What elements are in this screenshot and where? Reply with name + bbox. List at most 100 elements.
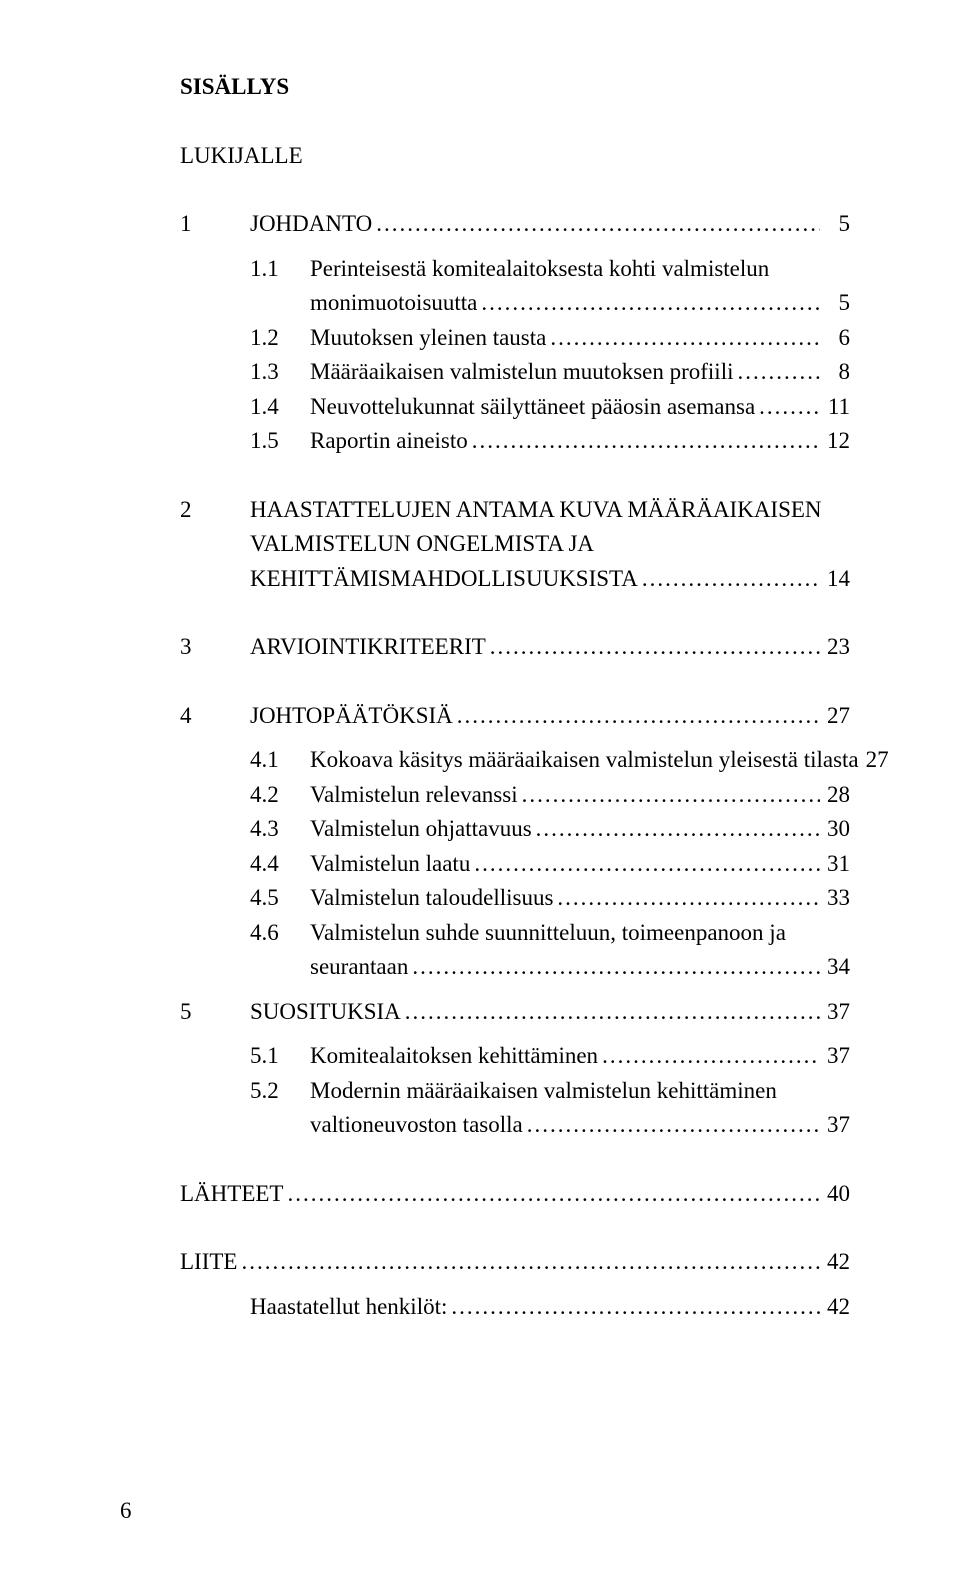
toc-label: Kokoava käsitys määräaikaisen valmistelu…	[310, 743, 859, 778]
toc-page: 37	[820, 1108, 850, 1143]
toc-label: Muutoksen yleinen tausta	[310, 321, 546, 356]
toc-num: 5	[180, 995, 250, 1030]
leaders	[518, 778, 820, 813]
toc-page: 5	[820, 286, 850, 321]
toc-label: JOHDANTO	[250, 207, 372, 242]
leaders	[447, 1290, 820, 1325]
toc-entry-3: 3 ARVIOINTIKRITEERIT 23	[180, 630, 850, 665]
toc-page: 12	[820, 424, 850, 459]
toc-entry-2-cont2: KEHITTÄMISMAHDOLLISUUKSISTA 14	[180, 562, 850, 597]
toc-num: 4.5	[250, 881, 310, 916]
toc-page: 28	[820, 778, 850, 813]
toc-entry-4-1: 4.1 Kokoava käsitys määräaikaisen valmis…	[250, 743, 850, 778]
toc-entry-5: 5 SUOSITUKSIA 37	[180, 995, 850, 1030]
toc-num: 4.3	[250, 812, 310, 847]
toc-page: 34	[820, 950, 850, 985]
toc-label-line2: valtioneuvoston tasolla	[310, 1108, 523, 1143]
leaders	[486, 630, 820, 665]
toc-page: 8	[820, 355, 850, 390]
toc-entry-haastatellut: Haastatellut henkilöt: 42	[250, 1290, 850, 1325]
toc-label: Valmistelun relevanssi	[310, 778, 518, 813]
toc-entry-5-1: 5.1 Komitealaitoksen kehittäminen 37	[250, 1039, 850, 1074]
leaders	[401, 995, 820, 1030]
toc-label: Raportin aineisto	[310, 424, 468, 459]
leaders	[408, 950, 820, 985]
toc-entry-1-1: 1.1 Perinteisestä komitealaitoksesta koh…	[250, 252, 850, 287]
toc-num: 1	[180, 207, 250, 242]
toc-label: Valmistelun taloudellisuus	[310, 881, 553, 916]
toc-page: 14	[820, 562, 850, 597]
toc-entry-4-2: 4.2 Valmistelun relevanssi 28	[250, 778, 850, 813]
leaders	[532, 812, 820, 847]
toc-num: 4.2	[250, 778, 310, 813]
leaders	[733, 355, 820, 390]
toc-label-line2: seurantaan	[310, 950, 408, 985]
toc-entry-1-3: 1.3 Määräaikaisen valmistelun muutoksen …	[250, 355, 850, 390]
toc-num: 2	[180, 493, 250, 528]
toc-label-line1: Valmistelun suhde suunnitteluun, toimeen…	[310, 916, 850, 951]
toc-page: 30	[820, 812, 850, 847]
toc-entry-4: 4 JOHTOPÄÄTÖKSIÄ 27	[180, 699, 850, 734]
toc-label-line1: Perinteisestä komitealaitoksesta kohti v…	[310, 252, 850, 287]
leaders	[372, 207, 820, 242]
toc-entry-5-2: 5.2 Modernin määräaikaisen valmistelun k…	[250, 1074, 850, 1109]
leaders	[638, 562, 820, 597]
toc-entry-5-2-cont: valtioneuvoston tasolla 37	[250, 1108, 850, 1143]
toc-entry-liite: LIITE 42	[180, 1245, 850, 1280]
toc-page: 42	[820, 1245, 850, 1280]
toc-num: 4.1	[250, 743, 310, 778]
toc-num: 1.1	[250, 252, 310, 287]
toc-page: 33	[820, 881, 850, 916]
toc-page: 27	[859, 743, 889, 778]
toc-label-line3: KEHITTÄMISMAHDOLLISUUKSISTA	[250, 562, 638, 597]
toc-num: 5.1	[250, 1039, 310, 1074]
lukijalle-heading: LUKIJALLE	[180, 139, 850, 174]
toc-page: 27	[820, 699, 850, 734]
page: SISÄLLYS LUKIJALLE 1 JOHDANTO 5 1.1 Peri…	[0, 0, 960, 1589]
toc-page: 42	[820, 1290, 850, 1325]
toc-entry-lahteet: LÄHTEET 40	[180, 1177, 850, 1212]
toc-entry-1-5: 1.5 Raportin aineisto 12	[250, 424, 850, 459]
toc-page: 37	[820, 995, 850, 1030]
toc-label: Valmistelun laatu	[310, 847, 470, 882]
toc-num: 3	[180, 630, 250, 665]
toc-entry-2-cont1: VALMISTELUN ONGELMISTA JA	[180, 527, 850, 562]
toc-label: SUOSITUKSIA	[250, 995, 401, 1030]
toc-label-line1: Modernin määräaikaisen valmistelun kehit…	[310, 1074, 850, 1109]
toc-page: 37	[820, 1039, 850, 1074]
toc-label: LÄHTEET	[180, 1177, 283, 1212]
toc-entry-1-2: 1.2 Muutoksen yleinen tausta 6	[250, 321, 850, 356]
leaders	[477, 286, 820, 321]
toc-page: 31	[820, 847, 850, 882]
toc-entry-1: 1 JOHDANTO 5	[180, 207, 850, 242]
toc-label: Määräaikaisen valmistelun muutoksen prof…	[310, 355, 733, 390]
toc-label: Neuvottelukunnat säilyttäneet pääosin as…	[310, 390, 755, 425]
leaders	[553, 881, 820, 916]
toc-entry-4-5: 4.5 Valmistelun taloudellisuus 33	[250, 881, 850, 916]
toc-label: Haastatellut henkilöt:	[250, 1290, 447, 1325]
toc-num: 4.6	[250, 916, 310, 951]
leaders	[468, 424, 820, 459]
toc-num: 1.5	[250, 424, 310, 459]
toc-page: 11	[820, 390, 850, 425]
page-number: 6	[120, 1494, 850, 1529]
toc-label: Komitealaitoksen kehittäminen	[310, 1039, 598, 1074]
toc-entry-1-4: 1.4 Neuvottelukunnat säilyttäneet pääosi…	[250, 390, 850, 425]
toc-entry-4-3: 4.3 Valmistelun ohjattavuus 30	[250, 812, 850, 847]
toc-label: LIITE	[180, 1245, 237, 1280]
toc-num: 1.4	[250, 390, 310, 425]
leaders	[283, 1177, 820, 1212]
toc-entry-4-4: 4.4 Valmistelun laatu 31	[250, 847, 850, 882]
toc-num: 1.2	[250, 321, 310, 356]
toc-page: 6	[820, 321, 850, 356]
toc-num: 4	[180, 699, 250, 734]
toc-page: 23	[820, 630, 850, 665]
leaders	[523, 1108, 820, 1143]
toc-entry-4-6: 4.6 Valmistelun suhde suunnitteluun, toi…	[250, 916, 850, 951]
leaders	[237, 1245, 820, 1280]
toc-label-line2: monimuotoisuutta	[310, 286, 477, 321]
toc-entry-4-6-cont: seurantaan 34	[250, 950, 850, 985]
toc-label: Valmistelun ohjattavuus	[310, 812, 532, 847]
toc-num: 4.4	[250, 847, 310, 882]
leaders	[755, 390, 820, 425]
